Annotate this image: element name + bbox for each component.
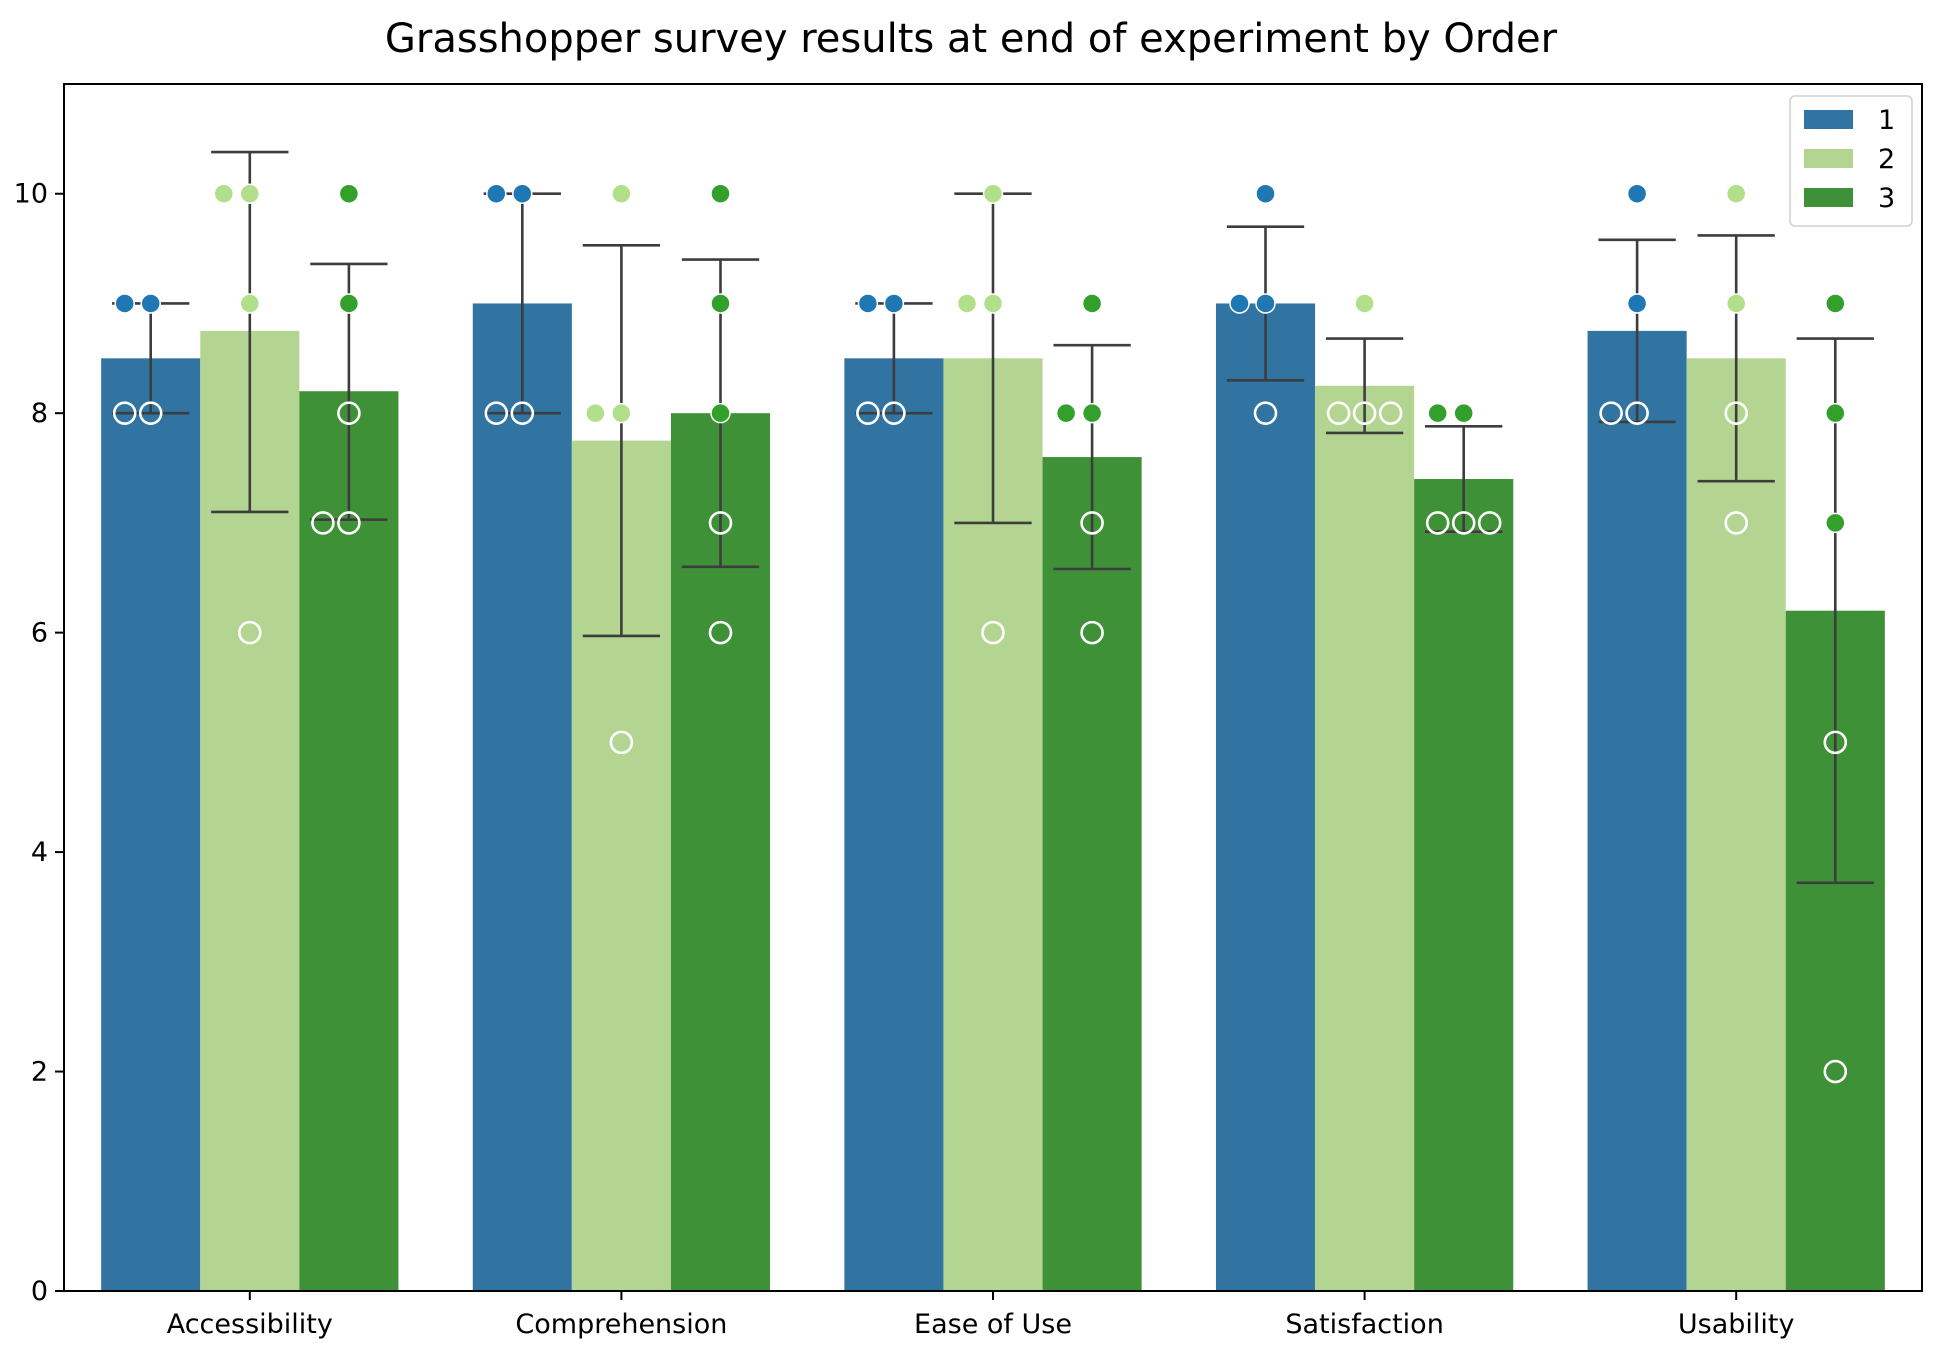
data-point bbox=[611, 183, 632, 204]
data-point bbox=[114, 293, 135, 314]
plot-area: 0 2 4 6 8 10 Accessibility Comprehension Ease of… bbox=[14, 83, 1923, 1340]
bar-3-satisfaction bbox=[1414, 479, 1514, 1291]
data-point bbox=[1823, 730, 1848, 755]
data-point bbox=[981, 620, 1005, 645]
data-point bbox=[1326, 401, 1351, 425]
legend: 1 2 3 bbox=[1789, 95, 1913, 227]
data-point bbox=[1823, 1059, 1848, 1084]
data-point bbox=[857, 293, 879, 314]
data-point bbox=[1725, 183, 1747, 204]
data-point bbox=[708, 511, 733, 535]
data-point bbox=[1453, 402, 1474, 424]
y-tick-label: 8 bbox=[31, 398, 48, 429]
x-tick-label: Accessibility bbox=[167, 1309, 333, 1340]
data-point bbox=[585, 402, 606, 424]
data-point bbox=[140, 293, 161, 314]
data-point bbox=[338, 183, 360, 204]
data-point bbox=[1825, 402, 1846, 424]
y-tick-label: 4 bbox=[31, 837, 48, 868]
data-point bbox=[1352, 401, 1377, 425]
data-point bbox=[611, 402, 632, 424]
data-point bbox=[510, 401, 535, 425]
data-point bbox=[1477, 511, 1502, 535]
data-point bbox=[138, 401, 163, 425]
legend-swatch-3 bbox=[1804, 188, 1853, 207]
bar-1-comprehension bbox=[472, 303, 572, 1291]
data-point bbox=[238, 620, 262, 645]
legend-label-1: 1 bbox=[1878, 105, 1895, 136]
legend-label-2: 2 bbox=[1878, 144, 1895, 175]
data-point bbox=[982, 183, 1004, 204]
data-point bbox=[1427, 402, 1448, 424]
data-point bbox=[1255, 183, 1276, 204]
bar-3-ease-of-use bbox=[1042, 457, 1142, 1291]
data-point bbox=[239, 183, 261, 204]
legend-swatch-1 bbox=[1804, 110, 1853, 129]
data-point bbox=[1425, 511, 1450, 535]
x-tick-label: Satisfaction bbox=[1285, 1309, 1443, 1340]
data-point bbox=[708, 620, 733, 645]
bar-1-ease-of-use bbox=[844, 358, 944, 1291]
data-point bbox=[1825, 293, 1846, 314]
bar-2-satisfaction bbox=[1315, 385, 1415, 1291]
data-point bbox=[1253, 401, 1278, 425]
data-point bbox=[1055, 402, 1077, 424]
bar-1-satisfaction bbox=[1215, 303, 1316, 1291]
data-point bbox=[512, 183, 533, 204]
y-tick-label: 10 bbox=[14, 179, 48, 210]
x-tick-label: Ease of Use bbox=[914, 1309, 1072, 1340]
data-point bbox=[1825, 512, 1846, 534]
data-point bbox=[883, 293, 905, 314]
legend-label-3: 3 bbox=[1878, 183, 1895, 214]
data-point bbox=[1255, 293, 1276, 314]
data-point bbox=[1724, 511, 1748, 535]
data-point bbox=[1451, 511, 1476, 535]
data-point bbox=[710, 293, 731, 314]
data-point bbox=[1080, 511, 1104, 535]
data-point bbox=[1626, 293, 1648, 314]
data-point bbox=[956, 293, 978, 314]
data-point bbox=[112, 401, 137, 425]
data-point bbox=[710, 183, 731, 204]
data-point bbox=[1080, 620, 1104, 645]
data-point bbox=[882, 401, 906, 425]
data-point bbox=[1229, 293, 1250, 314]
data-point bbox=[1626, 183, 1648, 204]
data-point bbox=[337, 511, 361, 535]
data-point bbox=[311, 511, 335, 535]
data-point bbox=[213, 183, 235, 204]
data-point bbox=[338, 293, 360, 314]
data-point bbox=[1599, 401, 1623, 425]
data-point bbox=[856, 401, 880, 425]
bar-2-usability bbox=[1686, 358, 1786, 1291]
data-point bbox=[239, 293, 261, 314]
data-point bbox=[1725, 293, 1747, 314]
data-point bbox=[1081, 402, 1103, 424]
x-tick-label: Comprehension bbox=[515, 1309, 727, 1340]
data-point bbox=[1625, 401, 1649, 425]
data-point bbox=[609, 730, 634, 755]
data-point bbox=[982, 293, 1004, 314]
bar-1-accessibility bbox=[101, 358, 201, 1291]
legend-swatch-2 bbox=[1804, 149, 1853, 168]
data-point bbox=[1724, 401, 1748, 425]
bar-3-accessibility bbox=[299, 391, 399, 1292]
y-tick-label: 0 bbox=[31, 1276, 48, 1307]
data-point bbox=[1354, 293, 1375, 314]
data-point bbox=[484, 401, 509, 425]
data-point bbox=[1081, 293, 1103, 314]
data-point bbox=[486, 183, 507, 204]
bar-1-usability bbox=[1587, 330, 1687, 1291]
data-point bbox=[1378, 401, 1403, 425]
chart-title: Grasshopper survey results at end of exp… bbox=[385, 16, 1558, 62]
y-tick-label: 6 bbox=[31, 618, 48, 649]
data-point bbox=[710, 402, 731, 424]
x-tick-label: Usability bbox=[1678, 1309, 1795, 1340]
data-point bbox=[337, 401, 361, 425]
y-tick-label: 2 bbox=[31, 1057, 48, 1088]
